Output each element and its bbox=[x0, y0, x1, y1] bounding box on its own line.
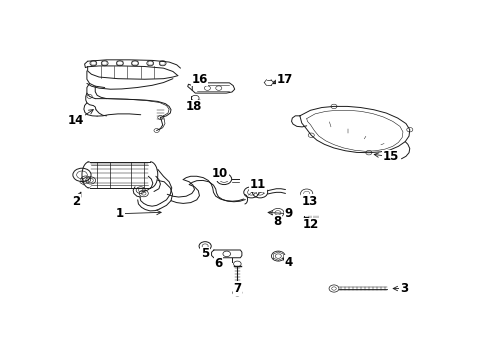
Text: 17: 17 bbox=[276, 73, 292, 86]
Text: 11: 11 bbox=[249, 178, 266, 191]
Text: 3: 3 bbox=[399, 282, 407, 295]
Text: 7: 7 bbox=[233, 282, 241, 295]
Text: 5: 5 bbox=[201, 247, 209, 260]
Text: 18: 18 bbox=[185, 100, 202, 113]
Text: 4: 4 bbox=[284, 256, 292, 269]
Text: 12: 12 bbox=[303, 218, 319, 231]
Text: 6: 6 bbox=[214, 257, 222, 270]
Text: 16: 16 bbox=[191, 73, 207, 86]
Text: 13: 13 bbox=[301, 195, 317, 208]
Text: 2: 2 bbox=[72, 195, 80, 208]
Text: 14: 14 bbox=[68, 114, 84, 127]
Text: 1: 1 bbox=[116, 207, 123, 220]
Text: 15: 15 bbox=[382, 150, 398, 163]
Text: 9: 9 bbox=[284, 207, 292, 220]
Text: 10: 10 bbox=[212, 167, 228, 180]
Text: 8: 8 bbox=[272, 216, 281, 229]
